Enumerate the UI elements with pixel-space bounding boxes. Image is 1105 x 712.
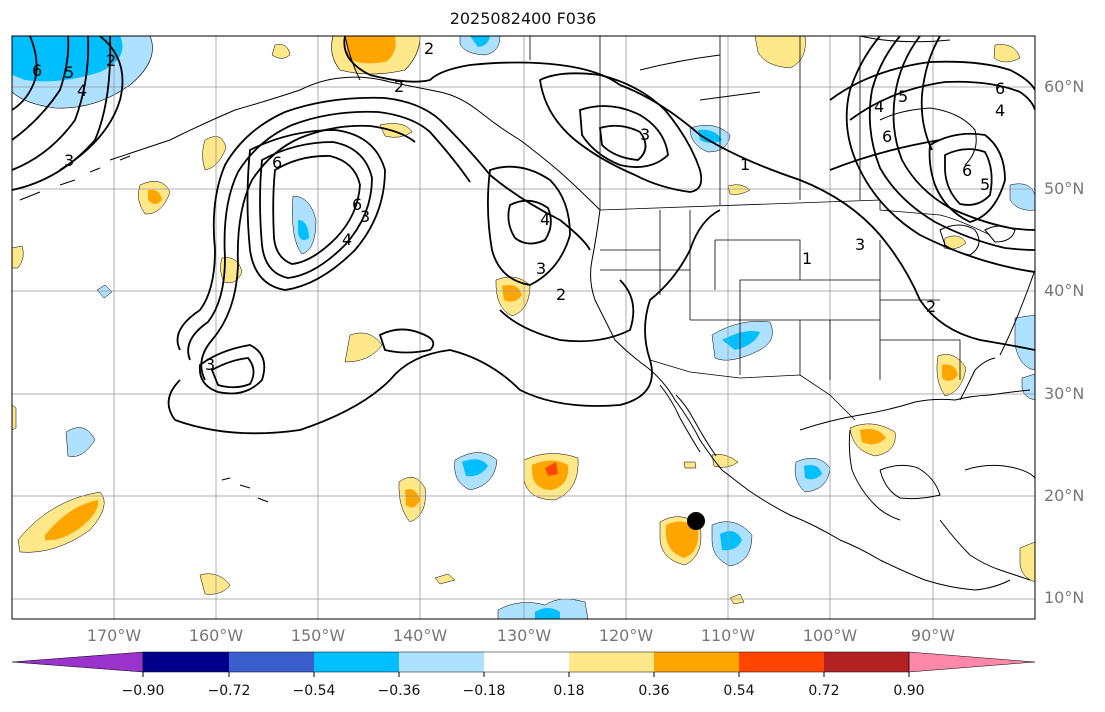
contour-label: 2 xyxy=(424,39,434,58)
map-frame xyxy=(11,35,1036,620)
colorbar-swatch xyxy=(229,652,314,672)
lon-label: 160°W xyxy=(188,626,244,645)
lon-label: 90°W xyxy=(910,626,956,645)
colorbar-swatch xyxy=(569,652,654,672)
colorbar-tick-label: 0.18 xyxy=(553,683,585,699)
contour-label-group: 2 2 2 3 3 3 3 4 4 6 6 1 1 2 3 3 4 5 6 6 … xyxy=(32,39,1005,374)
contour-label: 6 xyxy=(882,127,892,146)
contour-label: 6 xyxy=(272,153,282,172)
contour-label: 6 xyxy=(32,61,42,80)
lon-label: 130°W xyxy=(496,626,552,645)
mexico-east xyxy=(848,429,901,521)
colorbar-swatch xyxy=(314,652,399,672)
map-title: 2025082400 F036 xyxy=(449,9,597,28)
yucatan xyxy=(879,464,941,500)
baja xyxy=(659,384,717,457)
storm-center-marker xyxy=(687,512,705,530)
contour-label: 3 xyxy=(205,355,215,374)
colorbar xyxy=(11,651,1036,677)
cuba xyxy=(964,464,1035,479)
colorbar-tick-label: 0.54 xyxy=(723,683,755,699)
contour-label: 4 xyxy=(342,230,352,249)
colorbar-tick-label: −0.36 xyxy=(377,683,421,699)
contour-label: 1 xyxy=(802,249,812,268)
colorbar-swatch xyxy=(739,652,824,672)
colorbar-max-arrow xyxy=(908,651,1036,673)
us-mexico-border xyxy=(649,359,856,421)
contour-label: 4 xyxy=(540,210,550,229)
contour-label: 1 xyxy=(740,155,750,174)
contour-label: 3 xyxy=(64,151,74,170)
colorbar-tick-label: 0.72 xyxy=(808,683,840,699)
contour-label: 5 xyxy=(64,63,74,82)
colorbar-frame xyxy=(142,651,910,673)
lon-label: 110°W xyxy=(700,626,756,645)
lat-label: 30°N xyxy=(1044,384,1085,403)
lat-label: 60°N xyxy=(1044,77,1085,96)
lat-label: 20°N xyxy=(1044,486,1085,505)
contour-label: 3 xyxy=(855,235,865,254)
graticule xyxy=(12,36,1035,619)
pos-anomaly-north-core xyxy=(345,36,396,64)
canada-provinces xyxy=(529,36,861,210)
florida xyxy=(959,357,996,401)
borders xyxy=(529,36,991,421)
contours xyxy=(12,36,1035,435)
contour-label: 4 xyxy=(995,101,1005,120)
hawaii xyxy=(221,477,269,503)
contour-label: 2 xyxy=(106,51,116,70)
aleutians xyxy=(19,155,131,201)
contour-label: 4 xyxy=(77,81,87,100)
alaska-coast xyxy=(109,76,601,211)
contour-label: 3 xyxy=(536,259,546,278)
east-coast xyxy=(999,269,1035,356)
lon-label: 150°W xyxy=(290,626,346,645)
colorbar-swatch xyxy=(143,652,229,672)
lon-label: 140°W xyxy=(392,626,448,645)
colorbar-tick-label: 0.90 xyxy=(893,683,925,699)
central-america xyxy=(939,519,1031,581)
lat-label: 10°N xyxy=(1044,588,1085,607)
colorbar-tick-label: −0.90 xyxy=(121,683,165,699)
contour-label: 2 xyxy=(556,285,566,304)
state-lines xyxy=(600,210,961,380)
lat-label: 40°N xyxy=(1044,281,1085,300)
colorbar-swatch xyxy=(484,652,569,672)
shading-layer xyxy=(12,36,1035,619)
lat-label: 50°N xyxy=(1044,179,1085,198)
colorbar-swatch xyxy=(399,652,484,672)
gulf-coast xyxy=(799,389,1031,431)
contour-label: 5 xyxy=(898,87,908,106)
contour-label: 6 xyxy=(995,79,1005,98)
contour-label: 6 xyxy=(962,161,972,180)
colorbar-tick-label: 0.36 xyxy=(638,683,670,699)
colorbar-swatch xyxy=(654,652,739,672)
coastlines xyxy=(19,36,1035,591)
contour-label: 3 xyxy=(640,125,650,144)
lon-label: 120°W xyxy=(598,626,654,645)
canada-arctic xyxy=(344,36,951,101)
colorbar-swatch xyxy=(824,652,909,672)
lon-label: 170°W xyxy=(86,626,142,645)
contour-label: 4 xyxy=(874,97,884,116)
west-coast xyxy=(590,209,1011,591)
colorbar-min-arrow xyxy=(11,651,144,673)
colorbar-tick-label: −0.54 xyxy=(292,683,336,699)
lon-label: 100°W xyxy=(802,626,858,645)
contour-label: 2 xyxy=(394,77,404,96)
contour-label: 2 xyxy=(926,297,936,316)
colorbar-tick-label: −0.72 xyxy=(207,683,251,699)
colorbar-tick-label: −0.18 xyxy=(462,683,506,699)
contour-label: 6 xyxy=(352,195,362,214)
contour-label: 5 xyxy=(980,175,990,194)
contour-label: 3 xyxy=(360,207,370,226)
